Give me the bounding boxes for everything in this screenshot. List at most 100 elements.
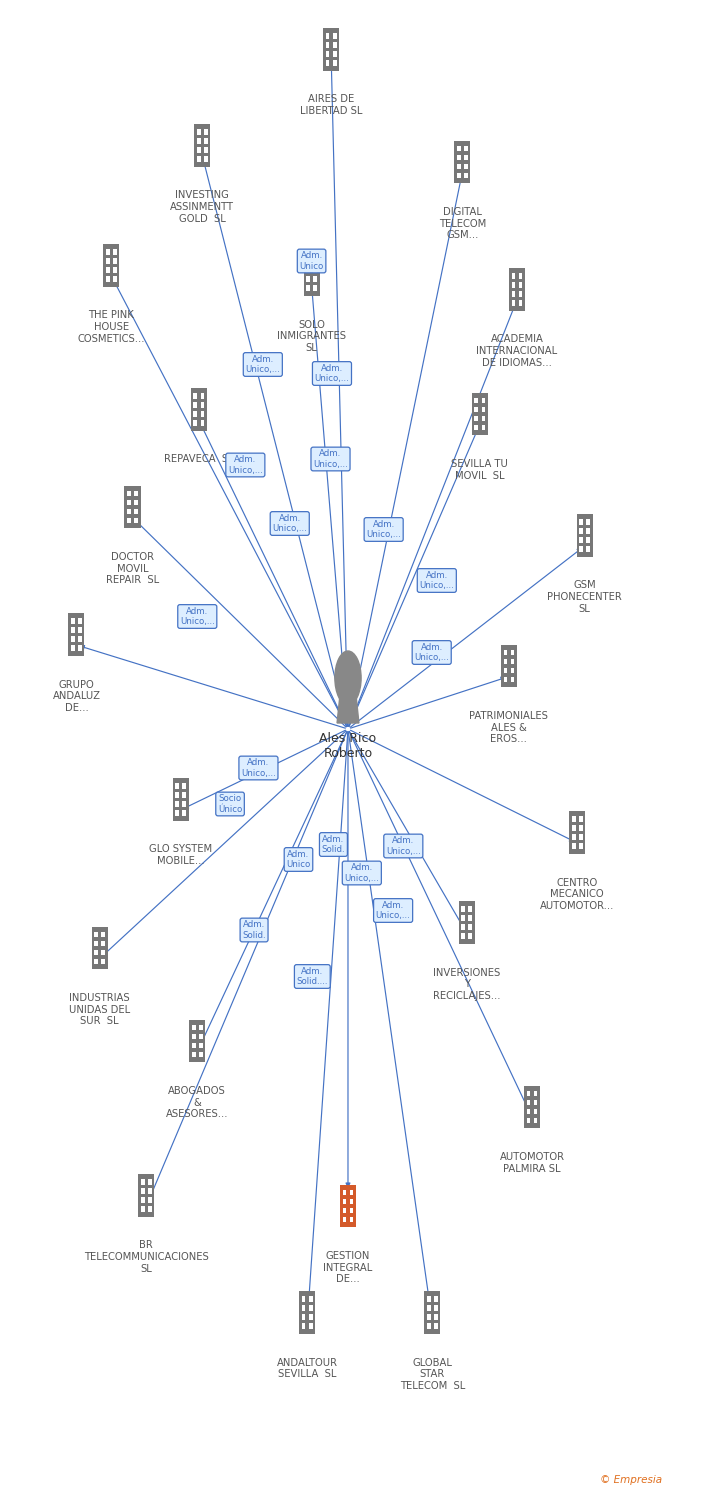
Bar <box>586 546 590 552</box>
Text: Adm.
Unico,...: Adm. Unico,... <box>272 514 307 532</box>
Bar <box>106 276 110 282</box>
Text: AIRES DE
LIBERTAD SL: AIRES DE LIBERTAD SL <box>300 94 363 116</box>
Bar <box>192 1042 196 1048</box>
Bar <box>527 1108 531 1114</box>
Bar <box>313 285 317 291</box>
Bar <box>333 42 336 48</box>
Bar <box>462 933 465 939</box>
Text: DIGITAL
TELECOM
GSM...: DIGITAL TELECOM GSM... <box>439 207 486 240</box>
Text: BR
TELECOMMUNICACIONES
SL: BR TELECOMMUNICACIONES SL <box>84 1240 209 1274</box>
Text: Adm.
Unico,...: Adm. Unico,... <box>366 520 401 538</box>
Bar <box>192 1024 196 1030</box>
Bar <box>302 1323 306 1329</box>
Bar <box>127 500 131 506</box>
Bar <box>468 906 472 912</box>
Bar <box>78 618 82 624</box>
Bar <box>197 147 201 153</box>
Text: Adm.
Unico,...: Adm. Unico,... <box>228 456 263 474</box>
Bar <box>427 1314 431 1320</box>
Bar <box>427 1305 431 1311</box>
Bar <box>306 267 310 273</box>
Bar <box>504 668 507 674</box>
Bar <box>343 1208 347 1214</box>
Bar <box>349 1190 353 1196</box>
Bar <box>510 668 514 674</box>
Bar <box>326 60 330 66</box>
Bar <box>134 490 138 496</box>
Bar <box>518 273 522 279</box>
Bar <box>113 249 116 255</box>
Bar <box>434 1296 438 1302</box>
Bar <box>134 500 138 506</box>
Bar <box>579 537 583 543</box>
Bar <box>95 950 98 956</box>
Bar <box>527 1118 531 1124</box>
Bar <box>191 388 207 430</box>
Bar <box>101 958 105 964</box>
Bar <box>326 33 330 39</box>
Text: DOCTOR
MOVIL
REPAIR  SL: DOCTOR MOVIL REPAIR SL <box>106 552 159 585</box>
Polygon shape <box>337 681 359 723</box>
Bar <box>306 276 310 282</box>
Bar <box>509 268 525 310</box>
Text: Adm.
Unico,...: Adm. Unico,... <box>180 608 215 625</box>
Bar <box>512 273 515 279</box>
Bar <box>586 528 590 534</box>
Bar <box>148 1188 151 1194</box>
Bar <box>323 28 339 70</box>
Bar <box>103 244 119 286</box>
Bar <box>579 519 583 525</box>
Bar <box>462 924 465 930</box>
Bar <box>464 146 467 152</box>
Bar <box>134 509 138 515</box>
Bar <box>462 906 465 912</box>
Bar <box>464 172 467 178</box>
Bar <box>113 258 116 264</box>
Text: GSM
PHONECENTER
SL: GSM PHONECENTER SL <box>547 580 622 614</box>
Text: REPAVECA  SL: REPAVECA SL <box>164 454 234 465</box>
Bar <box>199 1052 202 1058</box>
Bar <box>173 778 189 820</box>
Bar <box>349 1216 353 1222</box>
Bar <box>106 267 110 273</box>
Text: SOLO
INMIGRANTES
SL: SOLO INMIGRANTES SL <box>277 320 346 352</box>
Bar <box>504 658 507 664</box>
Bar <box>481 406 485 412</box>
Bar <box>306 258 310 264</box>
Bar <box>527 1090 531 1096</box>
Bar <box>434 1314 438 1320</box>
Bar <box>302 1305 306 1311</box>
Bar <box>141 1206 145 1212</box>
Bar <box>457 154 461 160</box>
Bar <box>194 393 197 399</box>
Text: ABOGADOS
&
ASESORES...: ABOGADOS & ASESORES... <box>166 1086 229 1119</box>
Bar <box>333 51 336 57</box>
Bar <box>199 1034 202 1040</box>
Text: GESTION
INTEGRAL
DE...: GESTION INTEGRAL DE... <box>323 1251 373 1284</box>
Bar <box>510 658 514 664</box>
Bar <box>454 141 470 183</box>
Bar <box>306 285 310 291</box>
Bar <box>71 618 75 624</box>
Text: Adm.
Unico,...: Adm. Unico,... <box>386 837 421 855</box>
Bar <box>512 291 515 297</box>
Bar <box>78 627 82 633</box>
Bar <box>92 927 108 969</box>
Bar <box>534 1108 537 1114</box>
Bar <box>504 650 507 656</box>
Text: Adm.
Unico,...: Adm. Unico,... <box>419 572 454 590</box>
Bar <box>534 1090 537 1096</box>
Text: INDUSTRIAS
UNIDAS DEL
SUR  SL: INDUSTRIAS UNIDAS DEL SUR SL <box>69 993 130 1026</box>
Bar <box>434 1305 438 1311</box>
Bar <box>192 1034 196 1040</box>
Bar <box>200 402 204 408</box>
Bar <box>68 614 84 656</box>
Bar <box>302 1314 306 1320</box>
Text: Adm.
Solid.: Adm. Solid. <box>322 836 345 854</box>
Bar <box>527 1100 531 1106</box>
Text: © Empresia: © Empresia <box>601 1474 662 1485</box>
Bar <box>579 825 582 831</box>
Bar <box>204 138 207 144</box>
Bar <box>534 1100 537 1106</box>
Bar <box>175 783 179 789</box>
